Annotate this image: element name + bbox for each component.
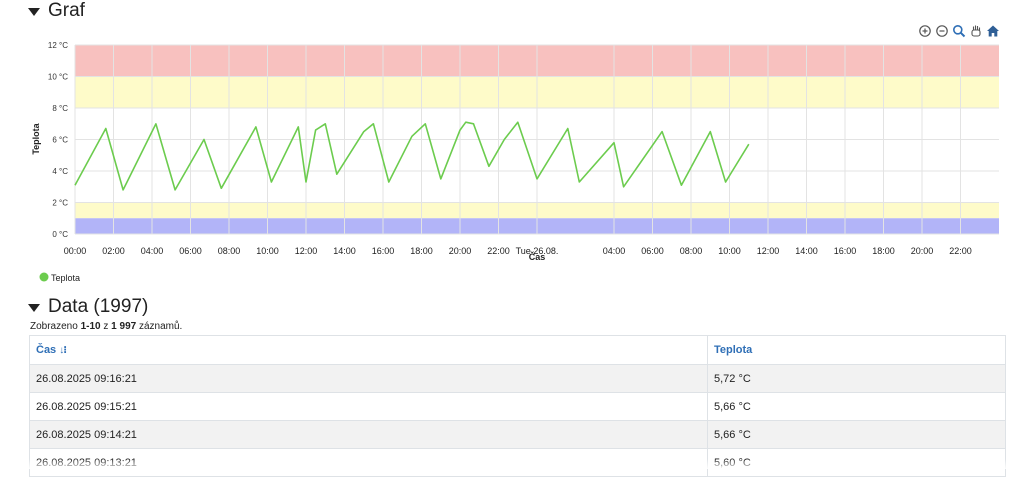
x-tick-label: 08:00	[218, 246, 241, 256]
x-tick-label: 04:00	[603, 246, 626, 256]
cell-time: 26.08.2025 09:16:21	[29, 364, 708, 393]
x-tick-label: 04:00	[141, 246, 164, 256]
summary-mid: z	[100, 321, 112, 332]
y-axis-ticks: 0 °C 2 °C 4 °C 6 °C 8 °C 10 °C 12 °C	[48, 41, 68, 239]
y-tick-label: 4 °C	[52, 167, 68, 176]
caret-down-icon	[28, 304, 40, 312]
data-section-title: Data (1997)	[48, 296, 149, 317]
graph-section-title: Graf	[48, 0, 85, 21]
bottom-fade	[0, 459, 1024, 469]
x-tick-label: 22:00	[949, 246, 972, 256]
pan-hand-icon[interactable]	[969, 24, 983, 38]
cell-temperature: 5,66 °C	[707, 392, 1006, 421]
y-tick-label: 2 °C	[52, 199, 68, 208]
x-tick-label: 06:00	[179, 246, 202, 256]
data-table: Čas ↓⁝ Teplota 26.08.2025 09:16:21 5,72 °…	[29, 335, 1006, 477]
cell-time: 26.08.2025 09:15:21	[29, 392, 708, 421]
x-tick-label: 08:00	[680, 246, 703, 256]
data-section-toggle[interactable]: Data (1997)	[28, 296, 148, 318]
x-tick-label: 02:00	[102, 246, 125, 256]
summary-range: 1-10	[80, 321, 101, 332]
x-tick-label: 00:00	[64, 246, 87, 256]
sort-desc-icon[interactable]: ↓⁝	[59, 345, 67, 356]
summary-total: 1 997	[111, 321, 137, 332]
cell-temperature: 5,72 °C	[707, 364, 1006, 393]
x-tick-label: 22:00	[487, 246, 510, 256]
cell-temperature: 5,66 °C	[707, 420, 1006, 449]
table-row: 26.08.2025 09:14:21 5,66 °C	[29, 420, 1006, 449]
graph-section-toggle[interactable]: Graf	[28, 0, 85, 22]
caret-down-icon	[28, 8, 40, 16]
y-axis-label: Teplota	[31, 122, 41, 154]
temperature-chart[interactable]: 0 °C 2 °C 4 °C 6 °C 8 °C 10 °C 12 °C 00:00 02:0…	[0, 0, 1024, 296]
column-header-time[interactable]: Čas ↓⁝	[29, 335, 708, 365]
x-tick-label: 12:00	[757, 246, 780, 256]
record-summary: Zobrazeno 1-10 z 1 997 záznamů.	[30, 321, 182, 332]
x-tick-label: 16:00	[372, 246, 395, 256]
chart-legend[interactable]: Teplota	[39, 272, 81, 284]
x-tick-label: 18:00	[410, 246, 433, 256]
cell-time: 26.08.2025 09:14:21	[29, 420, 708, 449]
data-table-wrapper: Čas ↓⁝ Teplota 26.08.2025 09:16:21 5,72 °…	[29, 335, 1006, 477]
x-tick-label: 14:00	[333, 246, 356, 256]
y-tick-label: 10 °C	[48, 73, 68, 82]
legend-dot-icon	[39, 272, 49, 282]
zoom-in-icon[interactable]	[918, 24, 932, 38]
summary-prefix: Zobrazeno	[30, 321, 81, 332]
x-tick-label: 20:00	[911, 246, 934, 256]
x-tick-label: 16:00	[834, 246, 857, 256]
x-tick-label: Tue 26.08.	[516, 246, 559, 256]
x-tick-label: 12:00	[295, 246, 318, 256]
x-tick-label: 06:00	[641, 246, 664, 256]
table-header-row: Čas ↓⁝ Teplota	[29, 335, 1006, 365]
column-header-time-label: Čas	[36, 344, 57, 356]
zoom-out-icon[interactable]	[935, 24, 949, 38]
x-tick-label: 20:00	[449, 246, 472, 256]
legend-label: Teplota	[51, 273, 80, 283]
home-icon[interactable]	[986, 24, 1000, 38]
chart-grid	[74, 44, 999, 235]
x-axis-label: Čas	[529, 251, 546, 262]
summary-suffix: záznamů.	[136, 321, 183, 332]
magnify-icon[interactable]	[952, 24, 966, 38]
y-tick-label: 6 °C	[52, 136, 68, 145]
x-axis-ticks: 00:00 02:00 04:00 06:00 08:00 10:00 12:00 14:00…	[64, 246, 972, 256]
y-tick-label: 8 °C	[52, 104, 68, 113]
column-header-temperature[interactable]: Teplota	[707, 335, 1006, 365]
x-tick-label: 18:00	[872, 246, 895, 256]
x-tick-label: 14:00	[795, 246, 818, 256]
table-row: 26.08.2025 09:15:21 5,66 °C	[29, 392, 1006, 421]
y-tick-label: 0 °C	[52, 230, 68, 239]
x-tick-label: 10:00	[256, 246, 279, 256]
x-tick-label: 10:00	[718, 246, 741, 256]
series-lines	[74, 121, 750, 191]
series-line-teplota	[74, 121, 750, 191]
column-header-temperature-label: Teplota	[714, 344, 753, 356]
y-tick-label: 12 °C	[48, 41, 68, 50]
table-row: 26.08.2025 09:16:21 5,72 °C	[29, 364, 1006, 393]
chart-toolbar	[918, 24, 1000, 38]
